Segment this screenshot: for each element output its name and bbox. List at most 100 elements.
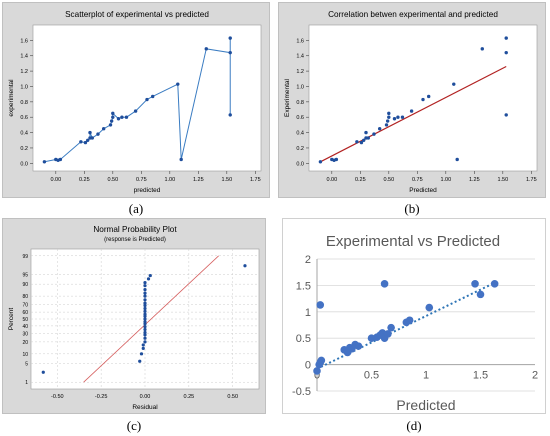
c-x-tick-label: 0.00 xyxy=(140,394,151,400)
d-x-tick-label: 0 xyxy=(314,370,320,382)
c-data-point xyxy=(143,333,147,337)
c-y-tick-label: 1 xyxy=(25,380,28,386)
d-data-point xyxy=(471,280,479,288)
a-data-point xyxy=(120,115,124,119)
a-data-point xyxy=(228,36,232,40)
b-data-point xyxy=(455,157,459,162)
c-y-tick-label: 10 xyxy=(22,352,28,358)
d-y-tick-label: 0.5 xyxy=(296,333,311,345)
b-data-point xyxy=(387,115,391,119)
a-x-tick-label: 1.50 xyxy=(221,177,232,183)
a-data-point xyxy=(58,157,63,162)
b-data-point xyxy=(421,97,425,102)
c-data-point xyxy=(143,303,147,308)
d-y-tick-label: 2 xyxy=(305,254,311,266)
c-title: Normal Probability Plot xyxy=(93,225,177,234)
c-y-axis-label: Percent xyxy=(8,308,15,331)
a-y-tick-label: 1.6 xyxy=(20,38,28,44)
panel-d: Experimental vs Predicted -0.5 0 0.5 1 1.5 2 0 0… xyxy=(282,218,546,414)
caption-b: (b) xyxy=(404,201,420,216)
a-y-tick-label: 1.4 xyxy=(20,54,28,60)
d-data-point xyxy=(387,323,395,332)
c-data-point xyxy=(143,320,147,324)
c-data-point xyxy=(146,277,151,281)
d-x-tick-label: 1.5 xyxy=(473,370,488,382)
c-y-tick-label: 70 xyxy=(22,303,28,309)
b-data-point xyxy=(362,138,366,142)
a-title: Scatterplot of experimental vs predicted xyxy=(65,10,209,19)
d-data-point xyxy=(476,290,485,299)
b-data-point xyxy=(409,109,414,113)
d-title: Experimental vs Predicted xyxy=(326,233,500,250)
c-y-tick-label: 80 xyxy=(22,294,28,300)
d-data-point xyxy=(405,316,414,325)
chart-d: Experimental vs Predicted-0.500.511.520 0… xyxy=(292,233,538,413)
c-data-point xyxy=(143,330,147,335)
b-data-point xyxy=(504,113,508,117)
b-x-tick-label: 0.50 xyxy=(383,177,394,183)
a-data-point xyxy=(90,136,94,140)
b-y-tick-label: 0.0 xyxy=(296,161,304,167)
c-data-point xyxy=(143,309,147,314)
a-data-point xyxy=(204,47,208,51)
a-data-point xyxy=(42,160,47,164)
d-data-point xyxy=(380,280,389,288)
a-data-point xyxy=(111,115,115,119)
b-fit-line xyxy=(320,65,507,163)
d-data-point xyxy=(316,301,325,309)
a-data-point xyxy=(176,82,180,86)
a-x-tick-label: 0.75 xyxy=(136,177,147,183)
b-data-point xyxy=(366,136,370,140)
a-data-point xyxy=(109,119,114,123)
c-y-tick-label: 5 xyxy=(25,362,28,368)
b-data-point xyxy=(480,47,484,51)
c-data-point xyxy=(143,291,147,295)
b-data-point xyxy=(364,130,368,135)
c-x-tick-label: -0.25 xyxy=(95,394,108,400)
c-data-point xyxy=(143,280,147,285)
c-data-point xyxy=(141,343,145,347)
c-data-point xyxy=(143,298,147,302)
c-x-tick-label: 0.50 xyxy=(227,394,238,400)
c-data-point xyxy=(138,359,142,363)
c-y-tick-label: 20 xyxy=(22,340,28,346)
a-x-tick-label: 0.00 xyxy=(50,177,61,183)
b-data-point xyxy=(355,140,359,144)
chart-c: Normal Probability Plot (response is Pred… xyxy=(8,225,260,411)
a-y-tick-label: 0.8 xyxy=(20,100,28,106)
b-data-point xyxy=(452,82,456,86)
a-data-point xyxy=(88,130,92,135)
d-x-axis-label: Predicted xyxy=(396,397,455,413)
b-y-tick-label: 1.4 xyxy=(296,54,304,60)
d-y-tick-label: 1.5 xyxy=(296,280,311,292)
c-y-tick-label: 50 xyxy=(22,317,28,323)
d-data-point xyxy=(490,280,499,288)
a-x-tick-label: 1.75 xyxy=(250,177,261,183)
c-data-point xyxy=(143,312,147,316)
b-y-tick-label: 0.2 xyxy=(296,146,304,152)
d-data-point xyxy=(425,303,434,312)
a-x-tick-label: 0.25 xyxy=(79,177,90,183)
a-y-axis-label: experimental xyxy=(8,79,15,117)
c-y-tick-label: 95 xyxy=(22,272,28,278)
caption-d: (d) xyxy=(406,418,422,433)
a-data-point xyxy=(133,109,138,113)
a-x-axis-label: predicted xyxy=(134,187,161,194)
c-y-tick-label: 60 xyxy=(22,310,28,316)
b-data-point xyxy=(387,111,391,116)
c-data-point xyxy=(143,284,147,288)
b-data-point xyxy=(504,36,508,40)
c-data-point xyxy=(143,327,147,332)
d-y-tick-label: 1 xyxy=(305,307,311,319)
c-data-point xyxy=(141,346,145,350)
d-data-point xyxy=(354,342,363,350)
a-data-point xyxy=(228,50,232,55)
b-y-tick-label: 1.6 xyxy=(296,38,304,44)
d-x-tick-label: 1 xyxy=(423,370,429,382)
b-x-tick-label: 1.00 xyxy=(440,177,451,183)
a-y-tick-label: 1.2 xyxy=(20,69,28,75)
c-y-tick-label: 90 xyxy=(22,282,28,288)
a-data-point xyxy=(83,140,88,145)
b-y-tick-label: 1.2 xyxy=(296,69,304,75)
c-data-point xyxy=(41,370,45,374)
